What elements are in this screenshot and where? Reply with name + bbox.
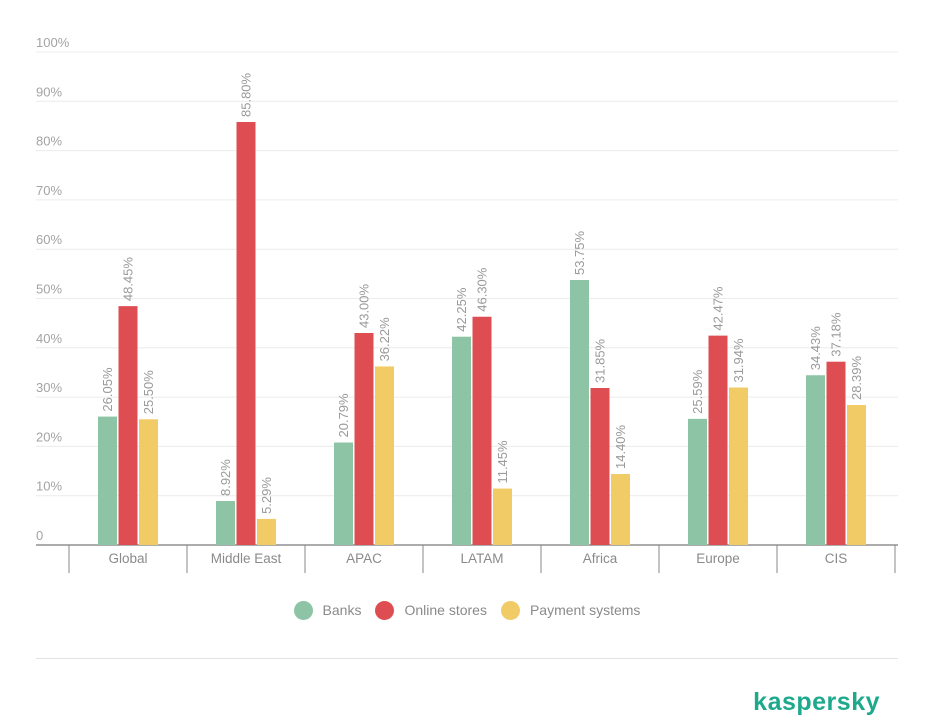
y-tick-label: 20% xyxy=(36,429,62,444)
legend-dot-banks xyxy=(293,600,313,620)
data-label: 25.50% xyxy=(141,370,156,415)
bar xyxy=(806,375,825,545)
legend-item-online-stores[interactable]: Online stores xyxy=(375,600,487,620)
bar xyxy=(118,306,138,545)
y-tick-label: 70% xyxy=(36,183,62,198)
bar xyxy=(688,418,707,545)
x-tick-label: Middle East xyxy=(211,551,282,566)
kaspersky-logo: kaspersky xyxy=(753,688,880,716)
data-label: 28.39% xyxy=(849,356,864,401)
y-tick-label: 60% xyxy=(36,232,62,247)
y-tick-label: 0 xyxy=(36,528,43,543)
bar xyxy=(590,387,610,545)
data-label: 31.94% xyxy=(731,338,746,383)
legend-item-payment-systems[interactable]: Payment systems xyxy=(500,600,641,620)
y-tick-label: 50% xyxy=(36,282,62,297)
bar xyxy=(354,333,374,545)
bar xyxy=(257,518,276,545)
legend-item-banks[interactable]: Banks xyxy=(293,600,362,620)
x-tick-label: Global xyxy=(108,551,147,566)
data-label: 8.92% xyxy=(218,459,233,496)
data-label: 14.40% xyxy=(613,424,628,469)
data-labels: 26.05% 48.45% 25.50% 8.92% 85.80% 5.29% 20.79%… xyxy=(100,72,864,513)
bar xyxy=(452,336,471,545)
y-tick-label: 30% xyxy=(36,380,62,395)
bar xyxy=(611,474,630,545)
legend-label-payment-systems: Payment systems xyxy=(529,602,641,618)
data-label: 48.45% xyxy=(121,257,136,302)
legend-label-banks: Banks xyxy=(322,602,362,618)
bar xyxy=(98,416,117,545)
data-label: 42.47% xyxy=(711,286,726,331)
bar xyxy=(216,501,235,545)
y-tick-label: 80% xyxy=(36,134,62,149)
bar xyxy=(570,280,589,545)
bar xyxy=(708,335,728,545)
bar xyxy=(729,387,748,545)
bar xyxy=(826,361,846,545)
bar xyxy=(139,419,158,545)
bar xyxy=(236,122,256,546)
data-label: 26.05% xyxy=(100,367,115,412)
x-tick-label: Africa xyxy=(583,551,618,566)
gridlines xyxy=(36,51,898,497)
data-label: 25.59% xyxy=(690,369,705,414)
x-tick-label: APAC xyxy=(346,551,382,566)
data-label: 37.18% xyxy=(829,312,844,357)
y-tick-label: 40% xyxy=(36,331,62,346)
legend: Banks Online stores Payment systems xyxy=(0,598,934,622)
footer-divider xyxy=(36,658,898,659)
bar-chart: 0 10% 20% 30% 40% 50% 60% 70% 80% 90% 100% 26.05% 4… xyxy=(36,35,898,573)
bar xyxy=(334,442,353,545)
x-tick-label: CIS xyxy=(825,551,848,566)
data-label: 5.29% xyxy=(259,477,274,514)
data-label: 46.30% xyxy=(475,267,490,312)
data-label: 53.75% xyxy=(572,230,587,275)
y-tick-label: 100% xyxy=(36,35,70,50)
data-label: 85.80% xyxy=(239,72,254,117)
bar xyxy=(847,405,866,545)
data-label: 34.43% xyxy=(808,326,823,371)
legend-dot-online-stores xyxy=(375,600,395,620)
data-label: 11.45% xyxy=(495,440,510,484)
legend-label-online-stores: Online stores xyxy=(404,602,487,618)
bar xyxy=(493,488,512,545)
x-axis-ticks: Global Middle East APAC LATAM Africa Europe CI… xyxy=(108,551,847,566)
legend-dot-payment-systems xyxy=(500,600,520,620)
data-label: 36.22% xyxy=(377,317,392,362)
data-label: 42.25% xyxy=(454,287,469,332)
bars xyxy=(98,122,866,546)
data-label: 43.00% xyxy=(357,283,372,328)
bar xyxy=(472,316,492,545)
y-tick-label: 90% xyxy=(36,84,62,99)
bar xyxy=(375,366,394,545)
y-axis-ticks: 0 10% 20% 30% 40% 50% 60% 70% 80% 90% 100% xyxy=(36,35,70,543)
x-tick-label: Europe xyxy=(696,551,740,566)
y-tick-label: 10% xyxy=(36,479,62,494)
data-label: 31.85% xyxy=(593,338,608,383)
x-tick-label: LATAM xyxy=(460,551,503,566)
data-label: 20.79% xyxy=(336,393,351,438)
